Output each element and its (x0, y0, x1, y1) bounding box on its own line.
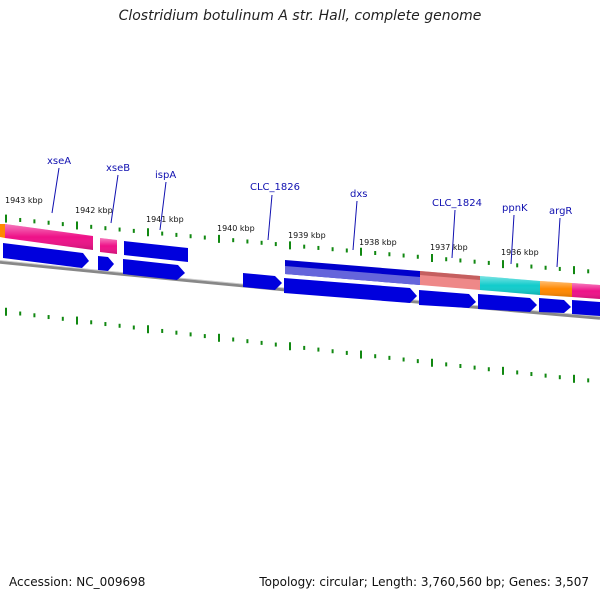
gene-label-CLC_1824[interactable]: CLC_1824 (432, 198, 482, 209)
genome-stats-text: Topology: circular; Length: 3,760,560 bp… (259, 575, 589, 589)
cds-arrow[interactable] (284, 278, 417, 303)
ruler-labels: 1943 kbp 1942 kbp 1941 kbp 1940 kbp 1939… (5, 196, 539, 257)
gene-label-argR[interactable]: argR (549, 206, 572, 217)
ruler-label: 1941 kbp (146, 215, 184, 224)
ruler-label: 1937 kbp (430, 243, 468, 252)
gene-leader-lines (51, 167, 561, 268)
cds-arrow[interactable] (539, 298, 571, 313)
ruler-label: 1943 kbp (5, 196, 43, 205)
feature-band-orange-left[interactable] (0, 224, 5, 238)
gene-label-xseB[interactable]: xseB (106, 163, 130, 174)
cds-arrow[interactable] (572, 300, 600, 316)
ruler-label: 1940 kbp (217, 224, 255, 233)
inner-tick-ruler (5, 307, 590, 383)
gene-label-dxs[interactable]: dxs (350, 189, 367, 200)
accession-text: Accession: NC_009698 (9, 575, 146, 589)
ruler-label: 1939 kbp (288, 231, 326, 240)
gene-label-xseA[interactable]: xseA (47, 156, 71, 167)
gene-label-CLC_1826[interactable]: CLC_1826 (250, 182, 300, 193)
ruler-label: 1942 kbp (75, 206, 113, 215)
cds-arrow[interactable] (3, 243, 89, 268)
cds-arrow[interactable] (478, 294, 537, 312)
gene-label-ispA[interactable]: ispA (155, 170, 176, 181)
feature-band-row (0, 224, 600, 299)
gene-label-ppnK[interactable]: ppnK (502, 203, 528, 214)
cds-arrow[interactable] (98, 256, 114, 271)
ruler-label: 1936 kbp (501, 248, 539, 257)
outer-tick-ruler (5, 214, 590, 275)
cds-arrow[interactable] (243, 273, 282, 290)
feature-band-ispA[interactable] (124, 241, 188, 262)
cds-arrow-row (3, 243, 600, 316)
cds-arrow[interactable] (123, 259, 185, 280)
cds-arrow[interactable] (419, 290, 476, 308)
gene-labels: xseA xseB ispA CLC_1826 dxs CLC_1824 ppn… (47, 156, 572, 217)
map-title: Clostridium botulinum A str. Hall, compl… (118, 8, 482, 24)
ruler-label: 1938 kbp (359, 238, 397, 247)
